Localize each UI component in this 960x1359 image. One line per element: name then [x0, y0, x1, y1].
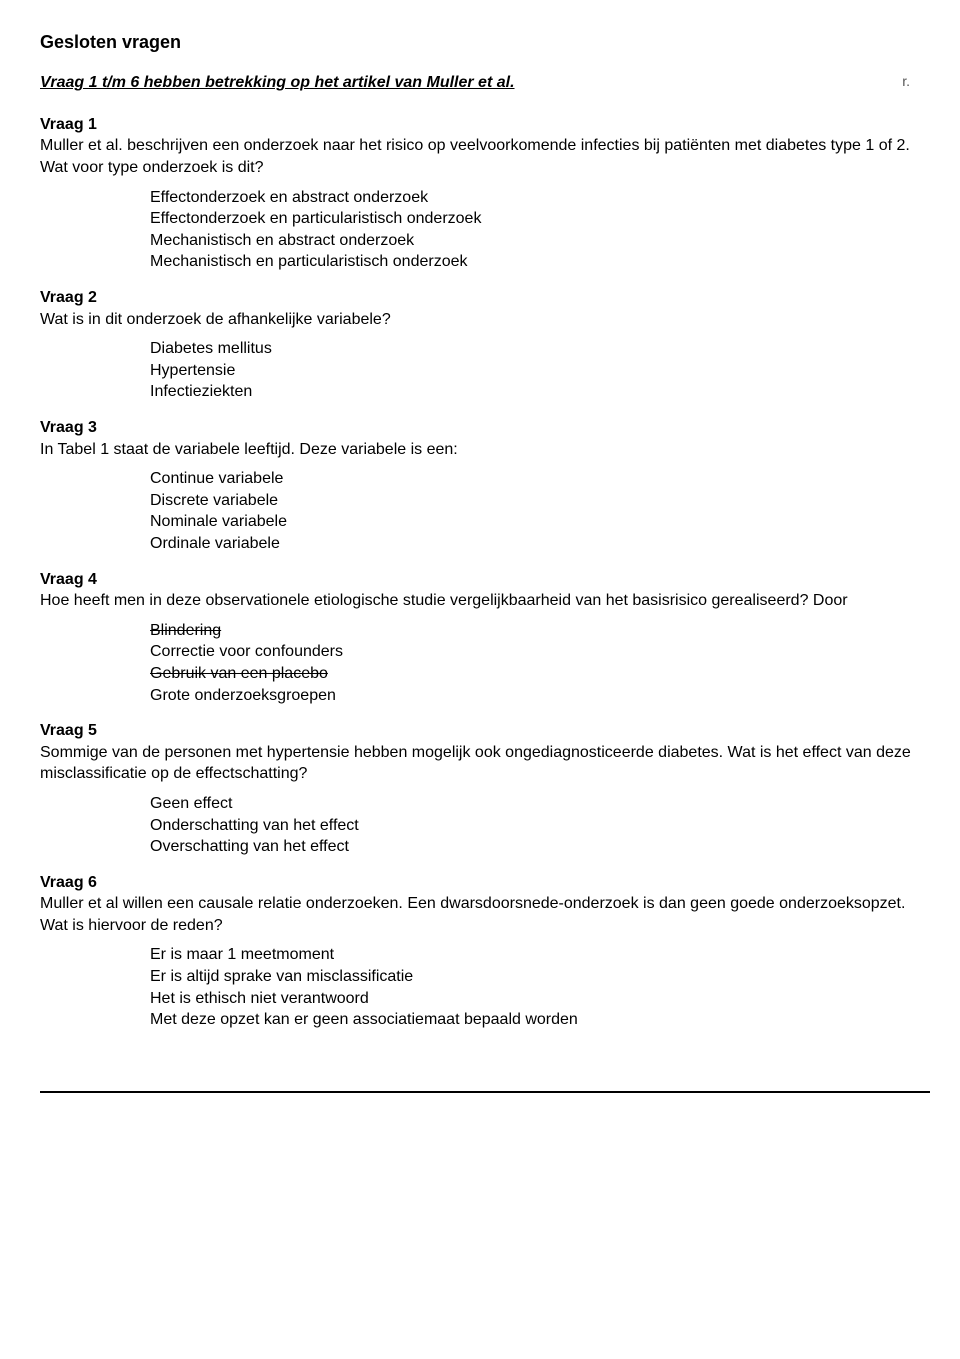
option: Hypertensie	[150, 360, 930, 382]
question-text: Muller et al. beschrijven een onderzoek …	[40, 135, 930, 178]
question-heading: Vraag 6	[40, 872, 930, 894]
answer-options: Continue variabele Discrete variabele No…	[150, 468, 930, 554]
section-title: Gesloten vragen	[40, 30, 930, 54]
option-struck: Gebruik van een placebo	[150, 663, 930, 685]
subtitle: Vraag 1 t/m 6 hebben betrekking op het a…	[40, 72, 515, 94]
option: Nominale variabele	[150, 511, 930, 533]
option: Met deze opzet kan er geen associatiemaa…	[150, 1009, 930, 1031]
question-heading: Vraag 5	[40, 720, 930, 742]
answer-options: Geen effect Onderschatting van het effec…	[150, 793, 930, 858]
option: Geen effect	[150, 793, 930, 815]
option: Mechanistisch en abstract onderzoek	[150, 230, 930, 252]
margin-mark: r.	[902, 72, 910, 91]
option: Grote onderzoeksgroepen	[150, 685, 930, 707]
option: Overschatting van het effect	[150, 836, 930, 858]
answer-options: Er is maar 1 meetmoment Er is altijd spr…	[150, 944, 930, 1030]
question-text: Hoe heeft men in deze observationele eti…	[40, 590, 930, 612]
question-text: Muller et al willen een causale relatie …	[40, 893, 930, 936]
answer-options: Blindering Correctie voor confounders Ge…	[150, 620, 930, 706]
option: Mechanistisch en particularistisch onder…	[150, 251, 930, 273]
option: Diabetes mellitus	[150, 338, 930, 360]
option: Infectieziekten	[150, 381, 930, 403]
question-text: Sommige van de personen met hypertensie …	[40, 742, 930, 785]
option: Discrete variabele	[150, 490, 930, 512]
option: Continue variabele	[150, 468, 930, 490]
question-heading: Vraag 3	[40, 417, 930, 439]
option: Er is altijd sprake van misclassificatie	[150, 966, 930, 988]
option: Het is ethisch niet verantwoord	[150, 988, 930, 1010]
question-text: Wat is in dit onderzoek de afhankelijke …	[40, 309, 930, 331]
option: Correctie voor confounders	[150, 641, 930, 663]
question-heading: Vraag 2	[40, 287, 930, 309]
option: Er is maar 1 meetmoment	[150, 944, 930, 966]
subtitle-row: Vraag 1 t/m 6 hebben betrekking op het a…	[40, 72, 930, 100]
answer-options: Diabetes mellitus Hypertensie Infectiezi…	[150, 338, 930, 403]
option-struck: Blindering	[150, 620, 930, 642]
option: Onderschatting van het effect	[150, 815, 930, 837]
question-heading: Vraag 4	[40, 569, 930, 591]
page-bottom-rule	[40, 1091, 930, 1093]
option: Ordinale variabele	[150, 533, 930, 555]
answer-options: Effectonderzoek en abstract onderzoek Ef…	[150, 187, 930, 273]
option: Effectonderzoek en abstract onderzoek	[150, 187, 930, 209]
option: Effectonderzoek en particularistisch ond…	[150, 208, 930, 230]
question-heading: Vraag 1	[40, 114, 930, 136]
question-text: In Tabel 1 staat de variabele leeftijd. …	[40, 439, 930, 461]
